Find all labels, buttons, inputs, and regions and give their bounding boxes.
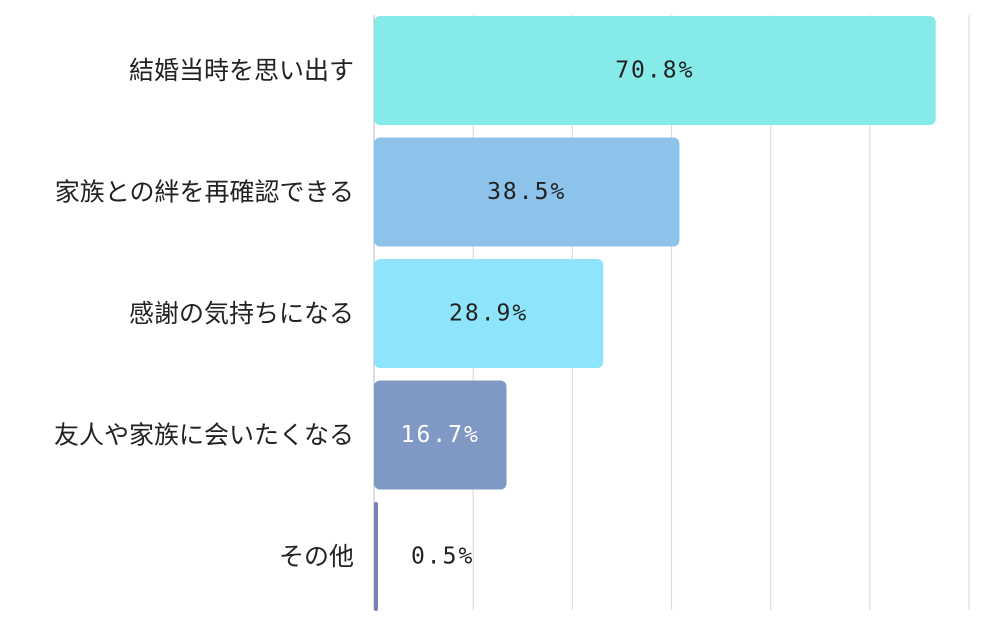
category-label-4: 友人や家族に会いたくなる — [54, 421, 354, 450]
value-label-5: 0.5% — [411, 544, 474, 570]
value-labels: 70.8% 38.5% 28.9% 16.7% 0.5% — [401, 58, 694, 570]
value-label-2: 38.5% — [487, 179, 566, 205]
value-label-3: 28.9% — [449, 301, 528, 327]
category-label-5: その他 — [279, 542, 354, 571]
bar-3 — [374, 259, 604, 368]
category-labels: 結婚当時を思い出す家族との絆を再確認できる感謝の気持ちになる友人や家族に会いたく… — [54, 56, 354, 571]
category-label-1: 結婚当時を思い出す — [129, 56, 354, 85]
category-label-2: 家族との絆を再確認できる — [55, 178, 354, 207]
bar-1 — [374, 16, 936, 125]
value-label-4: 16.7% — [401, 422, 480, 448]
bar-5 — [374, 502, 378, 611]
bar-2 — [374, 137, 680, 247]
bars — [374, 16, 936, 611]
category-label-3: 感謝の気持ちになる — [129, 299, 354, 328]
bar-4 — [374, 380, 507, 490]
value-label-1: 70.8% — [615, 58, 694, 84]
